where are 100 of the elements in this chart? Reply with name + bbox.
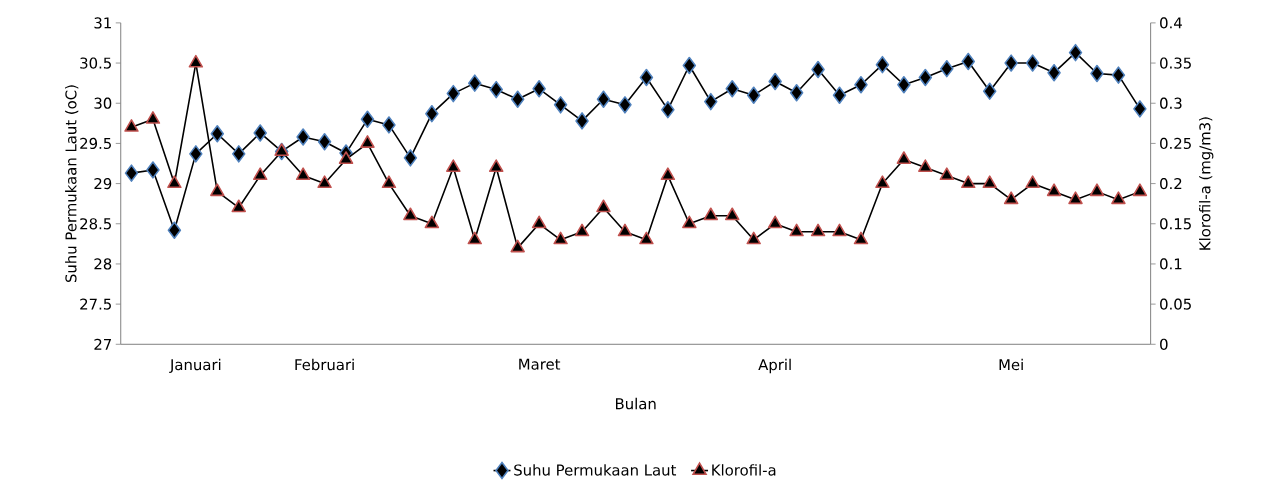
point xyxy=(1132,183,1148,197)
point xyxy=(167,221,182,240)
point xyxy=(618,96,632,114)
point xyxy=(531,215,547,229)
point xyxy=(553,96,568,114)
point xyxy=(403,149,418,167)
x-tick-label: Maret xyxy=(519,358,561,371)
y-tick-label: 29.5 xyxy=(80,138,111,150)
point xyxy=(704,93,718,111)
y2-tick-label: 0.35 xyxy=(1160,57,1191,69)
point xyxy=(982,82,997,101)
point xyxy=(639,231,654,245)
point xyxy=(338,151,354,165)
point xyxy=(532,80,546,98)
point xyxy=(1090,64,1104,83)
point xyxy=(510,239,525,253)
x-tick-label: Februari xyxy=(295,358,354,371)
y2-tick-label: 0.3 xyxy=(1160,97,1182,110)
point xyxy=(360,110,375,129)
point xyxy=(424,215,440,229)
point xyxy=(1089,183,1105,197)
y-axis-title: Suhu Permukaan Laut (oC) xyxy=(65,85,79,283)
y2-tick-label: 0.1 xyxy=(1160,258,1182,270)
y2-tick-label: 0.05 xyxy=(1160,298,1191,310)
point xyxy=(789,84,804,102)
point xyxy=(896,151,912,165)
point xyxy=(918,68,933,87)
point xyxy=(382,116,396,134)
point xyxy=(960,175,976,189)
y-tick-label: 30.5 xyxy=(80,57,111,69)
y2-tick-label: 0.25 xyxy=(1160,138,1191,150)
point xyxy=(746,86,761,105)
y-tick-label: 28.5 xyxy=(80,218,111,230)
y2-tick-label: 0.4 xyxy=(1160,17,1182,29)
point xyxy=(810,223,826,237)
point xyxy=(167,175,182,189)
point xyxy=(1047,64,1061,82)
point xyxy=(682,56,697,75)
legend-label: Suhu Permukaan Laut xyxy=(514,464,677,476)
point xyxy=(1025,175,1040,189)
point xyxy=(832,86,847,105)
point xyxy=(725,80,739,98)
point xyxy=(425,105,439,123)
point xyxy=(875,56,890,74)
point xyxy=(574,223,590,237)
point xyxy=(940,60,954,78)
point xyxy=(682,215,697,229)
x-tick-label: Mei xyxy=(999,358,1023,371)
point xyxy=(832,223,847,237)
point xyxy=(617,223,633,237)
point xyxy=(467,231,483,245)
point xyxy=(145,111,161,125)
point xyxy=(724,207,740,221)
point xyxy=(124,119,139,133)
point xyxy=(146,161,160,179)
point xyxy=(252,167,268,181)
point xyxy=(317,133,332,151)
y-tick-label: 28 xyxy=(94,258,112,270)
point xyxy=(274,143,289,157)
point xyxy=(660,167,676,181)
point xyxy=(1111,66,1126,85)
point xyxy=(1133,100,1147,118)
point xyxy=(661,101,675,119)
point xyxy=(446,85,461,103)
x-tick-label: April xyxy=(758,358,791,374)
point xyxy=(918,159,933,173)
point xyxy=(875,175,890,189)
point xyxy=(854,76,868,94)
x-tick-label: Januari xyxy=(169,358,221,374)
y2-tick-label: 0.2 xyxy=(1160,178,1182,190)
point xyxy=(488,159,504,173)
point xyxy=(231,199,247,213)
point xyxy=(1004,54,1018,73)
y-tick-label: 29 xyxy=(94,178,112,190)
point xyxy=(746,231,761,245)
point xyxy=(510,90,525,109)
point xyxy=(1025,54,1040,73)
point xyxy=(1046,183,1062,197)
point xyxy=(553,231,568,245)
point xyxy=(596,90,611,109)
point xyxy=(897,76,911,94)
point xyxy=(296,128,310,146)
point xyxy=(210,125,225,143)
point xyxy=(768,73,782,91)
point xyxy=(1068,191,1083,205)
y-tick-label: 27 xyxy=(94,338,111,351)
point xyxy=(403,207,418,221)
point xyxy=(639,68,654,87)
point xyxy=(811,60,825,79)
point xyxy=(381,175,397,189)
point xyxy=(939,167,955,181)
point xyxy=(596,199,611,213)
point xyxy=(575,112,589,130)
legend-label: Klorofil-a xyxy=(712,464,776,476)
y2-axis-title: Klorofil-a (mg/m3) xyxy=(1199,117,1214,250)
point xyxy=(703,207,719,221)
point xyxy=(446,159,461,173)
point xyxy=(295,167,311,181)
point xyxy=(124,164,139,183)
y-tick-label: 27.5 xyxy=(80,298,111,310)
